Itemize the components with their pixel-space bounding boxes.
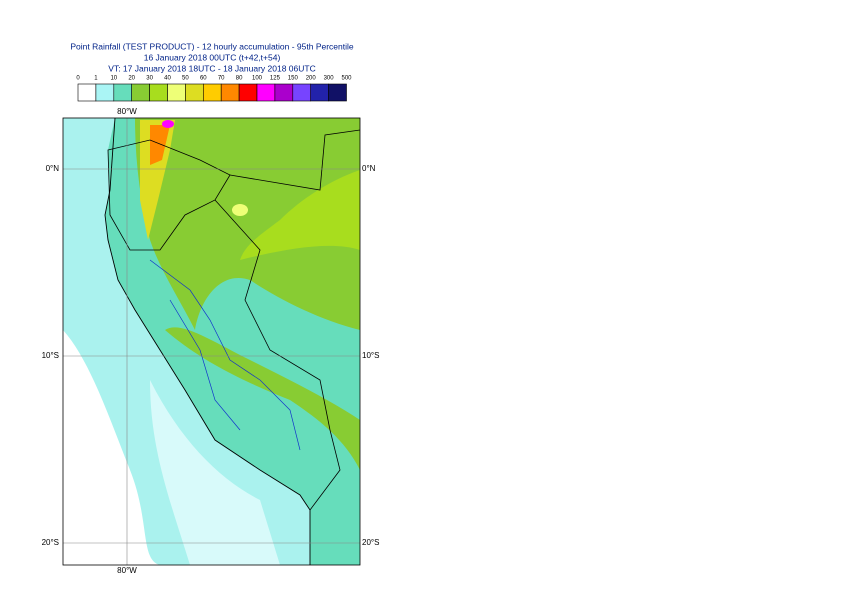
title-line: VT: 17 January 2018 18UTC - 18 January 2… xyxy=(108,63,315,73)
legend-swatch xyxy=(203,83,222,102)
legend-label: 500 xyxy=(341,76,352,82)
legend-swatch xyxy=(131,83,150,102)
legend-label: 1 xyxy=(94,76,98,82)
legend-swatch xyxy=(77,83,97,102)
legend: 0 1 10 20 30 40 50 60 70 80 100 125 150 200 300 500 xyxy=(76,76,352,102)
lat-label: 20°S xyxy=(42,538,59,547)
header: Point Rainfall (TEST PRODUCT) - 12 hourl… xyxy=(70,41,354,73)
legend-label: 30 xyxy=(146,76,153,82)
region-border xyxy=(149,259,301,451)
dry-ocean xyxy=(63,330,160,565)
legend-label: 80 xyxy=(236,76,243,82)
coastline xyxy=(104,118,311,565)
legend-swatch xyxy=(328,83,347,102)
lat-label: 0°N xyxy=(362,164,376,173)
title-line: Point Rainfall (TEST PRODUCT) - 12 hourl… xyxy=(70,41,354,51)
legend-swatch xyxy=(113,83,133,102)
map xyxy=(63,118,360,565)
legend-label: 70 xyxy=(218,76,225,82)
legend-swatch xyxy=(149,83,168,102)
legend-label: 40 xyxy=(164,76,171,82)
legend-swatch xyxy=(238,83,258,102)
border xyxy=(214,129,360,511)
legend-swatch xyxy=(256,83,276,102)
lat-label: 10°S xyxy=(362,351,379,360)
rain-area xyxy=(135,118,360,330)
lat-label: 20°S xyxy=(362,538,379,547)
legend-label: 20 xyxy=(128,76,135,82)
legend-swatch xyxy=(274,83,294,102)
legend-label: 10 xyxy=(110,76,117,82)
legend-label: 300 xyxy=(324,76,335,82)
legend-swatch xyxy=(167,83,186,102)
lat-label: 0°N xyxy=(46,164,60,173)
legend-label: 125 xyxy=(270,76,281,82)
border xyxy=(107,139,231,251)
legend-swatch xyxy=(292,83,311,102)
legend-swatch xyxy=(185,83,204,102)
legend-label: 0 xyxy=(76,76,80,82)
lat-label: 10°S xyxy=(42,351,59,360)
legend-label: 60 xyxy=(200,76,207,82)
legend-swatch xyxy=(95,83,115,102)
legend-swatch xyxy=(220,83,240,102)
lon-label: 80°W xyxy=(117,107,137,116)
rain-area xyxy=(232,204,248,216)
lon-label: 80°W xyxy=(117,566,137,575)
title-line: 16 January 2018 00UTC (t+42,t+54) xyxy=(144,52,281,62)
rain-area xyxy=(165,327,360,470)
legend-label: 50 xyxy=(182,76,189,82)
legend-label: 150 xyxy=(288,76,299,82)
legend-label: 200 xyxy=(306,76,317,82)
rain-area xyxy=(162,120,174,128)
legend-label: 100 xyxy=(252,76,263,82)
legend-swatch xyxy=(310,83,329,102)
rain-area xyxy=(150,125,170,165)
map-frame xyxy=(62,117,361,566)
rain-area xyxy=(140,120,175,240)
dry-ocean xyxy=(150,380,280,565)
rain-area xyxy=(240,170,360,260)
